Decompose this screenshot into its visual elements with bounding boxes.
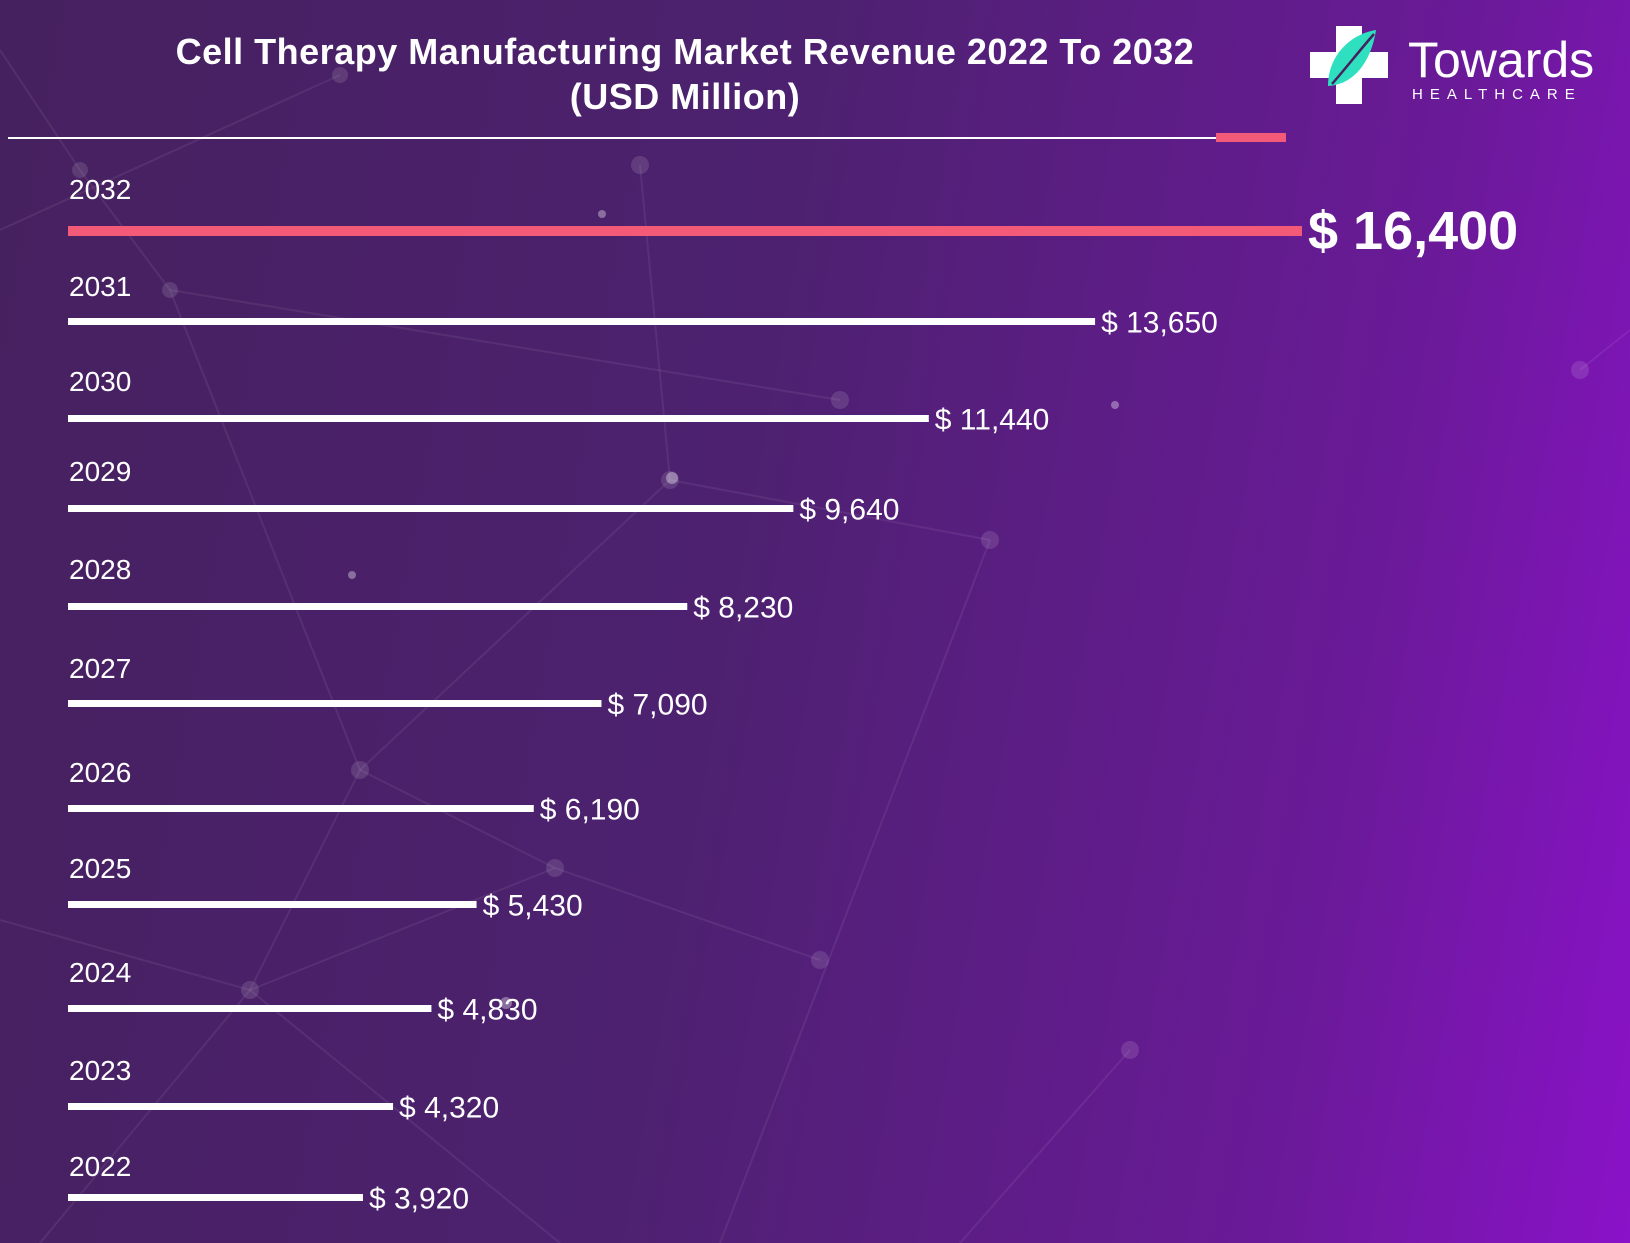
medical-cross-leaf-icon (1310, 26, 1388, 104)
chart-title-line1: Cell Therapy Manufacturing Market Revenu… (175, 31, 1195, 72)
year-label-2029: 2029 (69, 456, 131, 487)
year-label-2027: 2027 (69, 653, 131, 684)
value-label-2022: $ 3,920 (369, 1183, 469, 1216)
value-label-2028: $ 8,230 (693, 592, 793, 625)
year-label-2025: 2025 (69, 853, 131, 884)
year-label-2031: 2031 (69, 271, 131, 302)
year-label-2032: 2032 (69, 174, 131, 205)
title-divider (8, 137, 1248, 139)
value-label-2031: $ 13,650 (1101, 307, 1218, 340)
year-label-2022: 2022 (69, 1151, 131, 1182)
bar-2025 (68, 901, 477, 908)
towards-healthcare-logo: Towards HEALTHCARE (1310, 26, 1600, 116)
bar-2027 (68, 700, 602, 707)
year-label-2030: 2030 (69, 366, 131, 397)
chart-title-line2: (USD Million) (569, 76, 801, 117)
value-label-2026: $ 6,190 (540, 794, 640, 827)
logo-wordmark: Towards (1408, 32, 1595, 88)
value-label-2023: $ 4,320 (399, 1092, 499, 1125)
year-label-2028: 2028 (69, 554, 131, 585)
bar-2029 (68, 505, 794, 512)
bar-2023 (68, 1103, 394, 1110)
bar-2026 (68, 805, 534, 812)
year-label-2026: 2026 (69, 757, 131, 788)
bar-2028 (68, 603, 688, 610)
bar-2031 (68, 318, 1096, 325)
bar-2022 (68, 1194, 363, 1201)
logo-subtitle: HEALTHCARE (1412, 86, 1582, 103)
bar-2024 (68, 1005, 432, 1012)
value-label-2024: $ 4,830 (437, 994, 537, 1027)
year-label-2024: 2024 (69, 957, 131, 988)
year-label-2023: 2023 (69, 1055, 131, 1086)
value-label-2032: $ 16,400 (1308, 201, 1518, 261)
value-label-2030: $ 11,440 (935, 404, 1050, 437)
title-divider-accent (1216, 133, 1286, 142)
value-label-2027: $ 7,090 (607, 689, 707, 722)
value-label-2025: $ 5,430 (483, 890, 583, 923)
bar-2030 (68, 415, 929, 422)
bar-2032 (68, 226, 1302, 236)
value-label-2029: $ 9,640 (799, 494, 899, 527)
